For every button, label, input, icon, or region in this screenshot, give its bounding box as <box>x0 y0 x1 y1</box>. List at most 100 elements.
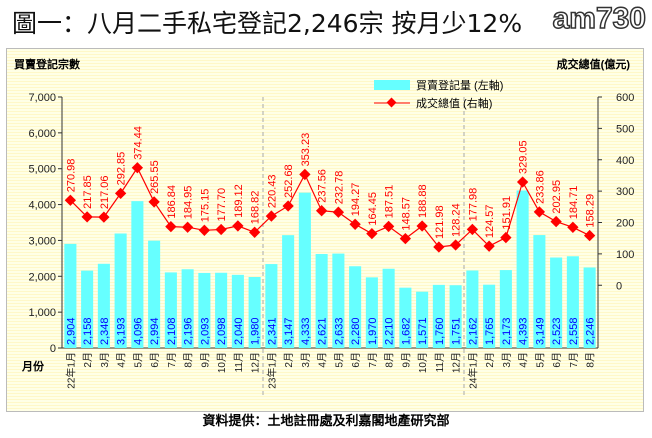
line-point <box>282 200 294 212</box>
x-tick-label: 5月 <box>534 352 546 368</box>
line-point <box>466 223 479 236</box>
line-point <box>483 240 495 252</box>
bar-label: 1,760 <box>434 317 446 345</box>
right-tick-label: 500 <box>616 123 634 135</box>
bar <box>198 272 211 348</box>
line-label: 186.84 <box>166 185 178 219</box>
legend-bar-swatch <box>374 80 410 90</box>
bar-label: 3,149 <box>534 317 546 345</box>
line-label: 217.85 <box>82 175 94 209</box>
bar <box>282 235 295 348</box>
right-tick-label: 0 <box>616 280 622 292</box>
bar <box>449 285 462 348</box>
bar-label: 2,633 <box>333 317 345 345</box>
x-tick-label: 7月 <box>568 352 580 368</box>
legend-line-label: 成交總值 (右軸) <box>416 96 492 110</box>
left-tick-label: 1,000 <box>28 307 56 319</box>
bar-label: 4,096 <box>132 317 144 345</box>
bar-label: 2,093 <box>199 317 211 345</box>
x-tick-label: 23年1月 <box>265 352 278 389</box>
x-tick-label: 4月 <box>317 352 329 368</box>
bar <box>382 268 395 348</box>
line-label: 374.44 <box>132 126 144 160</box>
bar <box>466 270 479 348</box>
line-point <box>382 220 395 233</box>
line-point <box>516 176 529 188</box>
bar-label: 2,348 <box>99 317 111 345</box>
x-tick-label: 5月 <box>132 352 144 368</box>
line-label: 189.12 <box>233 184 245 218</box>
line-label: 353.23 <box>300 133 312 167</box>
line-label: 177.98 <box>467 188 479 222</box>
line-point <box>215 223 227 236</box>
line-point <box>366 227 378 240</box>
x-tick-label: 2月 <box>82 352 94 368</box>
x-tick-label: 6月 <box>149 352 161 368</box>
line-point <box>349 218 361 230</box>
bar <box>131 201 144 348</box>
line-point <box>500 231 512 244</box>
bar <box>164 272 177 348</box>
line-point <box>449 239 462 251</box>
line-point <box>248 226 261 238</box>
bar-label: 1,751 <box>451 317 463 345</box>
line-label: 292.85 <box>116 152 128 186</box>
line-point <box>583 229 596 242</box>
bar <box>499 270 512 348</box>
bar <box>64 243 77 348</box>
bar <box>248 277 261 348</box>
bar-label: 2,523 <box>551 317 563 345</box>
bar <box>114 233 127 348</box>
bar-label: 2,098 <box>216 317 228 345</box>
line-label: 168.82 <box>250 191 262 225</box>
left-tick-label: 5,000 <box>28 164 56 176</box>
source-footer: 資料提供：土地註冊處及利嘉閣地產研究部 <box>202 414 450 429</box>
line-label: 121.98 <box>434 205 446 239</box>
line-point <box>265 210 278 222</box>
bar-label: 2,210 <box>384 317 396 345</box>
line-point <box>131 162 144 174</box>
bar <box>315 254 328 348</box>
bar <box>432 284 445 348</box>
bar <box>265 264 278 348</box>
left-tick-label: 6,000 <box>28 128 56 140</box>
x-tick-label: 3月 <box>501 352 513 368</box>
line-label: 202.95 <box>551 180 563 214</box>
line-label: 233.86 <box>534 170 546 204</box>
line-point <box>533 206 546 218</box>
bar-label: 2,108 <box>166 317 178 345</box>
bar-label: 3,193 <box>116 317 128 345</box>
bar-label: 2,341 <box>266 317 278 345</box>
x-tick-label: 5月 <box>333 352 345 368</box>
line-label: 194.27 <box>350 183 362 217</box>
bar-label: 4,333 <box>300 317 312 345</box>
line-point <box>98 211 110 223</box>
line-point <box>567 221 579 233</box>
x-tick-label: 7月 <box>166 352 178 368</box>
line-point <box>332 206 345 218</box>
bar <box>298 192 311 348</box>
bar <box>81 270 94 348</box>
line-label: 220.43 <box>266 174 278 208</box>
bar-label: 2,162 <box>467 317 479 345</box>
x-tick-label: 11月 <box>434 352 446 372</box>
line-label: 148.57 <box>400 197 412 231</box>
left-tick-label: 7,000 <box>28 92 56 104</box>
right-tick-label: 300 <box>616 186 634 198</box>
line-point <box>148 196 160 208</box>
legend-bar-label: 買賣登記量 (左軸) <box>416 78 503 92</box>
bar <box>349 266 362 348</box>
line-label: 184.95 <box>183 186 195 220</box>
x-tick-label: 7月 <box>367 352 379 368</box>
line-label: 124.57 <box>484 205 496 239</box>
line-label: 187.51 <box>384 185 396 219</box>
logo: am730 <box>552 1 647 36</box>
bar-label: 2,246 <box>585 317 597 345</box>
bar-label: 2,558 <box>568 317 580 345</box>
right-axis-title: 成交總值(億元) <box>557 57 631 71</box>
bar <box>365 277 378 348</box>
left-tick-label: 4,000 <box>28 200 56 212</box>
line-label: 329.05 <box>518 140 530 174</box>
x-tick-label: 4月 <box>116 352 128 368</box>
